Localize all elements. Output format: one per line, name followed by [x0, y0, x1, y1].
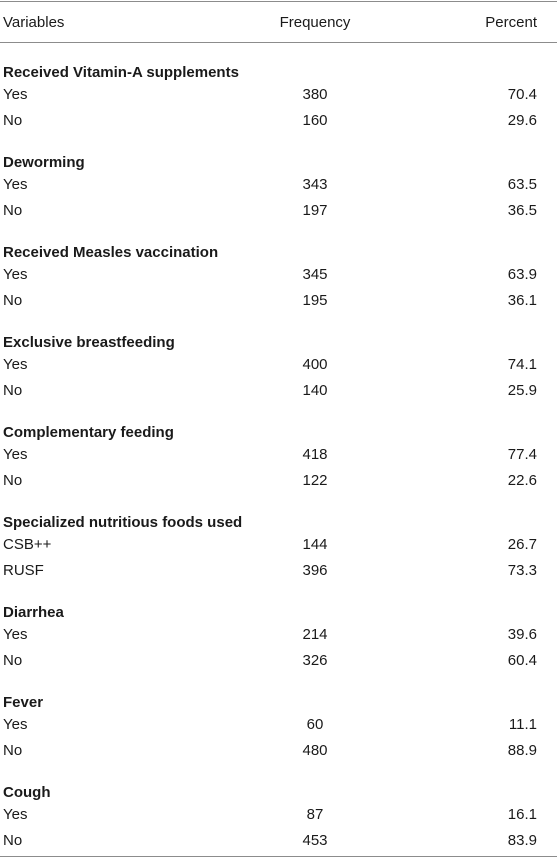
- cell-frequency: 453: [302, 831, 328, 849]
- cell-label: No: [3, 831, 23, 849]
- cell-percent: 70.4: [507, 85, 537, 103]
- cell-percent: 77.4: [507, 445, 537, 463]
- cell-frequency: 60: [306, 715, 324, 733]
- column-header-percent: Percent: [485, 13, 537, 31]
- cell-label: Yes: [3, 625, 28, 643]
- table-row: Yes 60 11.1: [0, 711, 557, 737]
- cell-percent: 63.9: [507, 265, 537, 283]
- cell-percent: 83.9: [507, 831, 537, 849]
- section-title: Diarrhea: [3, 604, 64, 621]
- section-row: Received Vitamin-A supplements: [0, 43, 557, 81]
- table-row: Yes 214 39.6: [0, 621, 557, 647]
- table-row: Yes 343 63.5: [0, 171, 557, 197]
- table-row: Yes 345 63.9: [0, 261, 557, 287]
- cell-label: Yes: [3, 265, 28, 283]
- cell-frequency: 144: [302, 535, 328, 553]
- section-title: Received Vitamin-A supplements: [3, 64, 239, 81]
- section-title: Complementary feeding: [3, 424, 174, 441]
- section-row: Diarrhea: [0, 583, 557, 621]
- cell-percent: 36.5: [507, 201, 537, 219]
- cell-frequency: 140: [302, 381, 328, 399]
- section-title: Deworming: [3, 154, 85, 171]
- cell-label: Yes: [3, 715, 28, 733]
- table-row: No 480 88.9: [0, 737, 557, 763]
- table-row: No 326 60.4: [0, 647, 557, 673]
- cell-label: RUSF: [3, 561, 44, 579]
- cell-label: Yes: [3, 175, 28, 193]
- section-title: Fever: [3, 694, 44, 711]
- cell-frequency: 380: [302, 85, 328, 103]
- cell-frequency: 122: [302, 471, 328, 489]
- cell-percent: 25.9: [507, 381, 537, 399]
- table-row: No 160 29.6: [0, 107, 557, 133]
- cell-percent: 63.5: [507, 175, 537, 193]
- table-row: Yes 87 16.1: [0, 801, 557, 827]
- table-row: RUSF 396 73.3: [0, 557, 557, 583]
- cell-label: CSB++: [3, 535, 52, 553]
- cell-percent: 39.6: [507, 625, 537, 643]
- table-row: Yes 380 70.4: [0, 81, 557, 107]
- column-header-variables: Variables: [3, 13, 65, 31]
- cell-percent: 29.6: [507, 111, 537, 129]
- cell-frequency: 197: [302, 201, 328, 219]
- section-row: Deworming: [0, 133, 557, 171]
- column-header-frequency: Frequency: [279, 13, 351, 31]
- table-row: CSB++ 144 26.7: [0, 531, 557, 557]
- cell-frequency: 343: [302, 175, 328, 193]
- section-row: Complementary feeding: [0, 403, 557, 441]
- cell-percent: 74.1: [507, 355, 537, 373]
- cell-label: Yes: [3, 85, 28, 103]
- section-row: Cough: [0, 763, 557, 801]
- cell-frequency: 214: [302, 625, 328, 643]
- cell-label: Yes: [3, 445, 28, 463]
- cell-label: No: [3, 201, 23, 219]
- cell-percent: 26.7: [507, 535, 537, 553]
- section-row: Specialized nutritious foods used: [0, 493, 557, 531]
- section-title: Specialized nutritious foods used: [3, 514, 243, 531]
- section-title: Received Measles vaccination: [3, 244, 219, 261]
- cell-label: No: [3, 111, 23, 129]
- cell-percent: 16.1: [507, 805, 537, 823]
- cell-frequency: 396: [302, 561, 328, 579]
- cell-label: No: [3, 381, 23, 399]
- cell-percent: 88.9: [507, 741, 537, 759]
- cell-percent: 22.6: [507, 471, 537, 489]
- cell-frequency: 480: [302, 741, 328, 759]
- table-row: Yes 418 77.4: [0, 441, 557, 467]
- table-header: Variables Frequency Percent: [0, 1, 557, 43]
- table-row: Yes 400 74.1: [0, 351, 557, 377]
- header-row: Variables Frequency Percent: [0, 1, 557, 43]
- cell-frequency: 87: [306, 805, 324, 823]
- cell-percent: 60.4: [507, 651, 537, 669]
- table-row: No 453 83.9: [0, 827, 557, 853]
- cell-percent: 36.1: [507, 291, 537, 309]
- cell-frequency: 418: [302, 445, 328, 463]
- table-row: No 197 36.5: [0, 197, 557, 223]
- cell-label: Yes: [3, 805, 28, 823]
- cell-frequency: 345: [302, 265, 328, 283]
- table-row: No 195 36.1: [0, 287, 557, 313]
- cell-label: Yes: [3, 355, 28, 373]
- table-row: No 122 22.6: [0, 467, 557, 493]
- cell-label: No: [3, 651, 23, 669]
- section-title: Cough: [3, 784, 51, 801]
- cell-percent: 73.3: [507, 561, 537, 579]
- section-row: Exclusive breastfeeding: [0, 313, 557, 351]
- cell-frequency: 195: [302, 291, 328, 309]
- section-row: Received Measles vaccination: [0, 223, 557, 261]
- cell-label: No: [3, 291, 23, 309]
- cell-frequency: 326: [302, 651, 328, 669]
- table-body: Received Vitamin-A supplements Yes 380 70.4…: [0, 43, 557, 854]
- cell-frequency: 400: [302, 355, 328, 373]
- cell-frequency: 160: [302, 111, 328, 129]
- cell-label: No: [3, 741, 23, 759]
- section-title: Exclusive breastfeeding: [3, 334, 175, 351]
- cell-label: No: [3, 471, 23, 489]
- section-row: Fever: [0, 673, 557, 711]
- table-row: No 140 25.9: [0, 377, 557, 403]
- cell-percent: 11.1: [508, 715, 537, 733]
